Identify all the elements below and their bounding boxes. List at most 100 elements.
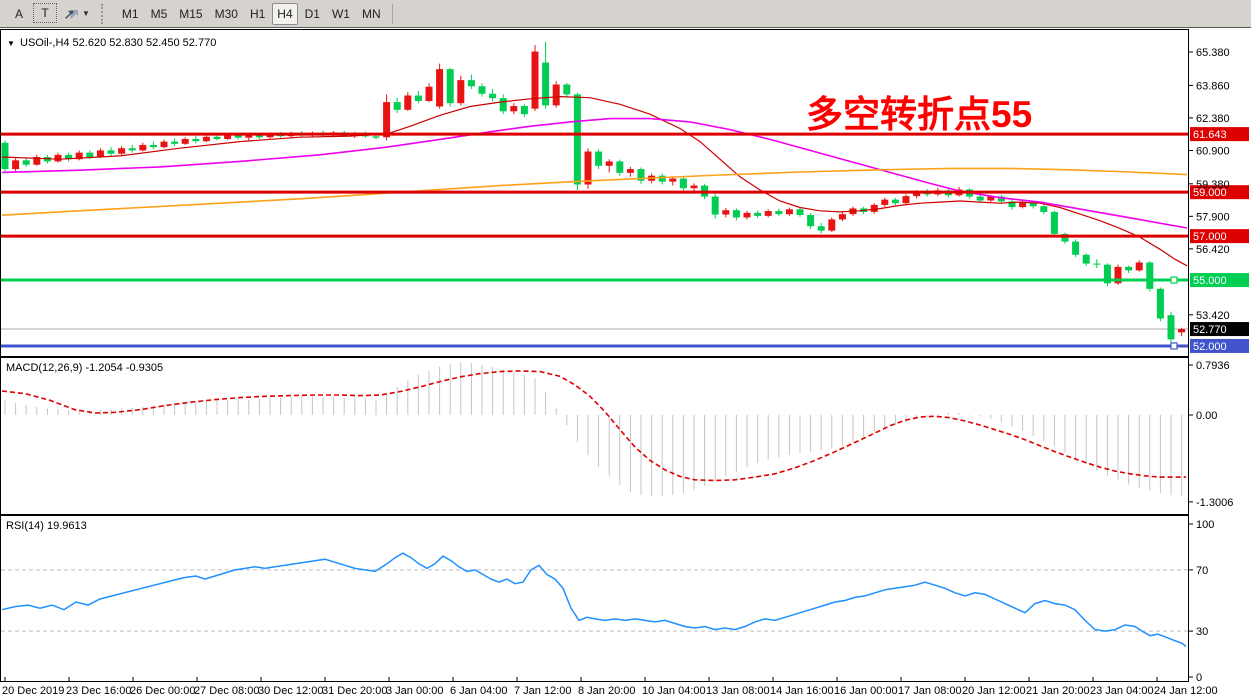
candle	[393, 102, 401, 110]
candle	[817, 226, 825, 231]
hline-handle[interactable]	[1170, 342, 1178, 350]
macd-panel[interactable]: 0.7936 0.00 -1.3006 MACD(12,26,9) -1.2054 -…	[0, 357, 1251, 515]
candle	[139, 144, 147, 151]
timeframe-button-d1[interactable]: D1	[304, 6, 320, 21]
toolbar-grip-handle[interactable]	[100, 3, 110, 24]
price-chart-svg: 61.643 59.000 57.000 55.000 52.000 52.770 65.3…	[0, 29, 1249, 357]
candle	[838, 214, 846, 220]
candle	[1114, 266, 1122, 284]
time-axis-label: 6 Jan 04:00	[450, 685, 508, 697]
price-axis-label: 63.860	[1196, 80, 1230, 92]
candle	[404, 95, 412, 110]
price-axis-label: 56.420	[1196, 244, 1230, 256]
text-label-tool-button[interactable]: A	[14, 6, 23, 21]
price-badge-label: 57.000	[1193, 231, 1227, 243]
candle	[754, 212, 762, 216]
candle	[446, 69, 454, 104]
candle	[425, 86, 433, 101]
candle	[658, 175, 666, 182]
candle	[828, 219, 836, 231]
candle	[711, 196, 719, 215]
candle	[22, 160, 30, 165]
timeframe-button-h1[interactable]: H1	[249, 6, 266, 21]
candle	[605, 161, 613, 166]
candle	[743, 212, 751, 218]
price-badge-label: 52.000	[1193, 341, 1227, 353]
candle	[1019, 202, 1027, 208]
timeframe-button-m30[interactable]: M30	[214, 6, 238, 21]
candle	[1178, 329, 1186, 333]
macd-axis-label: 0.7936	[1196, 360, 1230, 372]
price-badge	[1190, 338, 1249, 353]
candle	[764, 211, 772, 216]
candle	[489, 93, 497, 99]
macd-signal-line	[1, 370, 1186, 482]
rsi-axis-label: 30	[1196, 626, 1208, 638]
candle	[913, 192, 921, 197]
candle	[584, 151, 592, 185]
arrows-tool-button[interactable]: ▼	[60, 3, 93, 25]
candle	[902, 196, 910, 204]
candle	[637, 169, 645, 181]
price-axis-label: 53.420	[1196, 310, 1230, 322]
candle	[96, 150, 104, 158]
timeframe-button-m5[interactable]: M5	[150, 6, 168, 21]
text-tool-button[interactable]: T	[33, 2, 57, 23]
candle	[881, 199, 889, 205]
candle	[1072, 241, 1080, 255]
candle	[86, 152, 94, 158]
candle	[75, 152, 83, 160]
candle	[118, 148, 126, 154]
macd-axis-label: 0.00	[1196, 410, 1217, 422]
timeframe-button-h4[interactable]: H4	[272, 2, 298, 25]
candle	[202, 136, 210, 142]
candle	[192, 139, 200, 142]
timeframe-button-m15[interactable]: M15	[179, 6, 203, 21]
ma-mid-line	[1, 117, 1188, 229]
timeframe-button-m1[interactable]: M1	[121, 6, 139, 21]
plot-border	[0, 357, 1189, 515]
candle	[1167, 315, 1175, 340]
time-axis-label: 14 Jan 16:00	[770, 685, 834, 697]
macd-indicator-label: MACD(12,26,9) -1.2054 -0.9305	[6, 362, 163, 374]
candle	[1125, 266, 1133, 271]
time-axis-label: 31 Dec 20:00	[322, 685, 388, 697]
candle	[807, 215, 815, 227]
timeframe-button-mn[interactable]: MN	[361, 6, 381, 21]
candle	[573, 94, 581, 185]
price-chart-panel[interactable]: 61.643 59.000 57.000 55.000 52.000 52.770 65.3…	[0, 29, 1251, 357]
time-axis-label: 21 Jan 20:00	[1026, 685, 1090, 697]
candle	[891, 199, 899, 204]
time-axis-label: 30 Dec 12:00	[258, 685, 324, 697]
candle	[499, 98, 507, 112]
rsi-panel[interactable]: 100 70 30 0 RSI(14) 19.9613	[0, 515, 1251, 682]
candle	[796, 209, 804, 216]
toolbar-separator	[391, 3, 393, 24]
candle	[266, 134, 274, 138]
candle	[467, 80, 475, 87]
candle	[595, 151, 603, 166]
timeframe-button-w1[interactable]: W1	[331, 6, 350, 21]
candle	[1008, 201, 1016, 208]
candle	[12, 160, 20, 170]
hline-handle[interactable]	[1170, 276, 1178, 284]
candle	[160, 141, 168, 148]
price-axis-label: 57.900	[1196, 211, 1230, 223]
annotation-text: 多空转折点55	[806, 94, 1032, 135]
candle	[679, 178, 687, 189]
candle	[383, 102, 391, 138]
candle	[552, 84, 560, 106]
candle	[563, 84, 571, 95]
candle	[1050, 211, 1058, 234]
time-axis-label: 23 Jan 04:00	[1090, 685, 1154, 697]
rsi-axis-label: 70	[1196, 565, 1208, 577]
price-badge-label: 55.000	[1193, 275, 1227, 287]
candle	[149, 144, 157, 148]
time-axis-label: 23 Dec 16:00	[66, 685, 132, 697]
plot-border	[0, 515, 1189, 682]
arrows-icon	[65, 9, 78, 19]
candle	[520, 106, 528, 115]
candle	[171, 141, 179, 144]
